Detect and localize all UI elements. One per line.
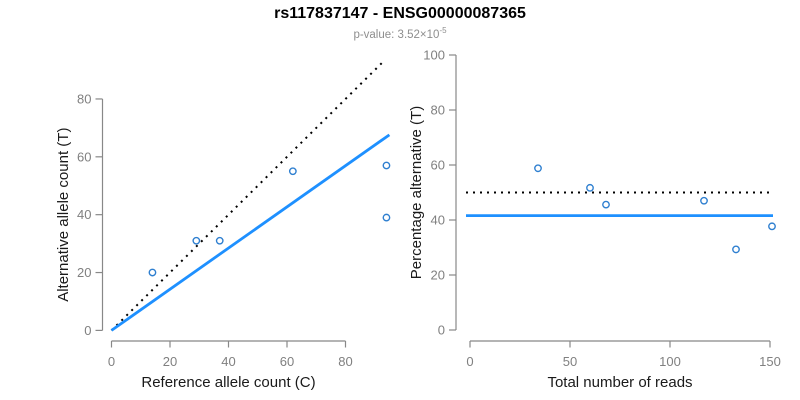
allele-count-scatter: 0 20 40 60 80 0 20 40 60 80 Reference allele count…	[55, 60, 391, 391]
data-point	[382, 213, 391, 222]
data-point	[732, 245, 740, 254]
x-tick-label: 20	[163, 354, 177, 369]
y-tick-label: 60	[77, 149, 91, 164]
y-axis-title: Percentage alternative (T)	[408, 106, 425, 279]
fitted-line	[110, 133, 391, 332]
y-tick-label: 40	[77, 207, 91, 222]
plot-subtitle: p-value: 3.52×10-5	[0, 26, 800, 41]
x-axis-title: Total number of reads	[547, 374, 692, 391]
y-tick-label: 0	[438, 323, 445, 338]
y-axis-title: Alternative allele count (T)	[55, 128, 72, 302]
data-point	[768, 222, 776, 231]
x-tick-label: 60	[280, 354, 294, 369]
y-tick-label: 80	[431, 103, 445, 118]
data-point	[382, 161, 391, 170]
data-point	[148, 268, 157, 277]
data-point	[288, 167, 297, 176]
x-tick-label: 40	[221, 354, 235, 369]
percentage-scatter: 0 20 40 60 80 100 0 50 100 150 Total number of rea…	[408, 48, 781, 392]
y-tick-label: 60	[431, 158, 445, 173]
y-tick-label: 100	[423, 48, 445, 63]
x-axis-title: Reference allele count (C)	[141, 374, 315, 391]
x-tick-label: 100	[659, 354, 681, 369]
data-point	[602, 200, 610, 209]
x-tick-label: 0	[466, 354, 473, 369]
data-point	[192, 236, 201, 245]
data-point	[586, 183, 594, 192]
x-tick-label: 150	[759, 354, 781, 369]
x-tick-label: 80	[338, 354, 352, 369]
data-point	[700, 196, 708, 205]
data-point	[215, 236, 224, 245]
figure-header: rs117837147 - ENSG00000087365 p-value: 3…	[0, 5, 800, 41]
plot-title: rs117837147 - ENSG00000087365	[274, 5, 526, 22]
data-point	[534, 164, 542, 173]
identity-line	[110, 60, 385, 332]
p-value-text: p-value: 3.52×10	[353, 29, 440, 42]
p-value-exponent: -5	[439, 26, 447, 36]
y-tick-label: 0	[84, 323, 91, 338]
y-tick-label: 20	[77, 265, 91, 280]
y-tick-label: 40	[431, 213, 445, 228]
x-tick-label: 0	[108, 354, 115, 369]
y-tick-label: 80	[77, 91, 91, 106]
x-tick-label: 50	[563, 354, 577, 369]
y-tick-label: 20	[431, 268, 445, 283]
